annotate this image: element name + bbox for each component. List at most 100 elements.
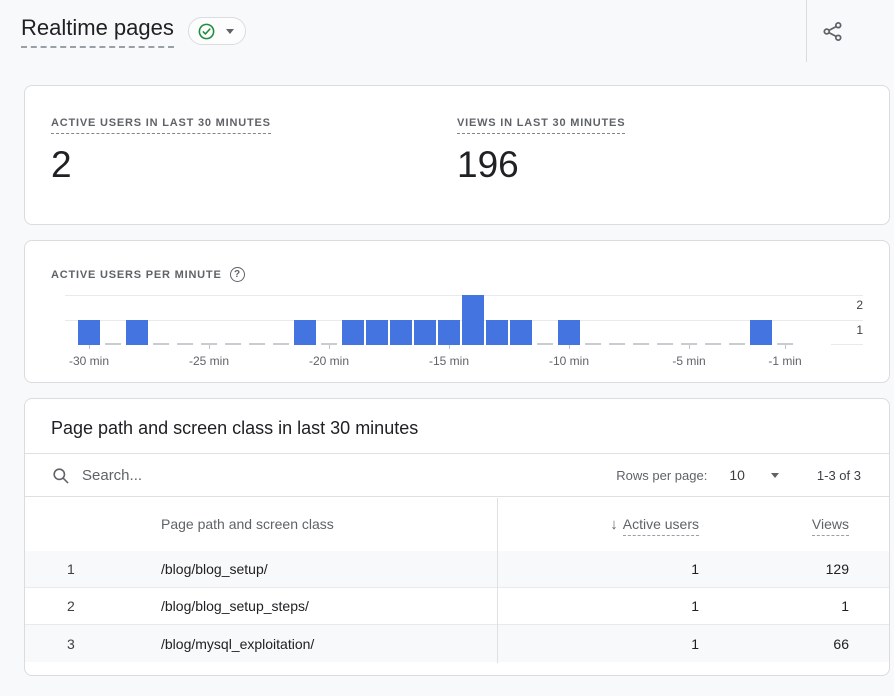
page-title: Realtime pages [21,15,174,48]
help-icon[interactable]: ? [229,267,245,282]
metric-views: VIEWS IN LAST 30 MINUTES 196 [457,113,863,224]
baseline-dash [321,343,337,345]
search-icon[interactable] [51,466,70,485]
active-users-bar-chart: -30 min -25 min -20 min -15 min -10 min -5 mi… [65,295,863,373]
page-header: Realtime pages [0,0,894,62]
chevron-down-icon [770,472,779,478]
table-title: Page path and screen class in last 30 mi… [51,418,419,438]
y-axis-gridline [831,295,863,296]
chart-bar[interactable] [558,320,580,345]
baseline-dash [609,343,625,345]
baseline-dash [153,343,169,345]
table-row: 3/blog/mysql_exploitation/1 66 [25,625,889,662]
chart-bar[interactable] [750,320,772,345]
table-pagination-controls: Rows per page: 10 1-3 of 3 [616,467,861,483]
metric-value-active-users: 2 [51,144,72,185]
chart-bar[interactable] [438,320,460,345]
check-circle-icon [197,22,216,41]
x-axis-label: -5 min [672,354,706,368]
column-header-active-users[interactable]: ↓ Active users [497,515,713,536]
data-freshness-pill[interactable] [187,17,246,45]
table-row: 1/blog/blog_setup/1 129 [25,551,889,588]
x-axis-tick [785,345,786,349]
share-icon [821,20,844,43]
metric-label-views: VIEWS IN LAST 30 MINUTES [457,117,626,134]
baseline-dash [249,343,265,345]
row-index: 2 [67,598,75,614]
chart-bar[interactable] [486,320,508,345]
x-axis-label: -1 min [768,354,802,368]
x-axis-tick [89,345,90,349]
baseline-dash [777,343,793,345]
column-header-page-path: Page path and screen class [161,516,334,532]
x-axis-tick [329,345,330,349]
x-axis-tick [449,345,450,349]
table-column-divider [497,498,498,663]
chart-bar[interactable] [510,320,532,345]
chart-plot [65,295,831,345]
chevron-down-icon [225,28,234,34]
views-cell: 66 [833,635,849,652]
baseline-dash [681,343,697,345]
baseline-dash [657,343,673,345]
chart-title: ACTIVE USERS PER MINUTE [51,268,222,281]
chart-bar[interactable] [390,320,412,345]
search-input[interactable] [82,466,617,484]
x-axis-label: -10 min [548,354,590,368]
summary-metrics-card: ACTIVE USERS IN LAST 30 MINUTES 2 VIEWS … [24,85,890,225]
x-axis-label: -25 min [188,354,230,368]
views-cell: 129 [825,561,849,577]
page-path-cell: /blog/blog_setup/ [161,561,268,577]
pagination-range: 1-3 of 3 [816,467,861,483]
header-divider [806,0,807,62]
metric-label-active-users: ACTIVE USERS IN LAST 30 MINUTES [51,117,271,134]
chart-header: ACTIVE USERS PER MINUTE ? [51,267,863,282]
y-axis-label: 2 [856,298,863,312]
page-path-cell: /blog/blog_setup_steps/ [161,598,309,614]
row-index: 3 [67,635,75,652]
chart-bar[interactable] [342,320,364,345]
table-row: 2/blog/blog_setup_steps/1 1 [25,588,889,625]
y-axis-gridline [831,320,863,321]
metric-active-users: ACTIVE USERS IN LAST 30 MINUTES 2 [51,113,457,224]
baseline-dash [201,343,217,345]
table-body: 1/blog/blog_setup/1 129 2/blog/blog_setup_… [25,551,889,662]
y-axis-label: 1 [856,323,863,337]
active-users-per-minute-card: ACTIVE USERS PER MINUTE ? -30 min -25 min… [24,240,890,383]
baseline-dash [177,343,193,345]
table-header-row: Page path and screen class ↓ Active users… [25,497,889,551]
x-axis-label: -30 min [68,354,110,368]
table-toolbar: Rows per page: 10 1-3 of 3 [25,453,889,497]
rows-per-page-value: 10 [729,467,745,483]
x-axis-label: -15 min [428,354,470,368]
x-axis-tick [689,345,690,349]
chart-bar[interactable] [78,320,100,345]
row-index: 1 [67,561,75,577]
baseline-dash [225,343,241,345]
sort-descending-icon: ↓ [610,515,618,533]
column-header-views[interactable]: Views [713,516,891,536]
x-axis-label: -20 min [308,354,350,368]
baseline-dash [729,343,745,345]
rows-per-page-select[interactable]: 10 [707,467,779,483]
baseline-dash [633,343,649,345]
x-axis-tick [569,345,570,349]
chart-bar[interactable] [126,320,148,345]
metric-value-views: 196 [457,144,519,185]
views-cell: 1 [841,598,849,614]
share-button[interactable] [817,16,847,46]
active-users-cell: 1 [691,635,699,652]
page-path-cell: /blog/mysql_exploitation/ [161,635,315,652]
baseline-dash [537,343,553,345]
rows-per-page-label: Rows per page: [616,467,708,483]
baseline-dash [705,343,721,345]
active-users-cell: 1 [691,561,699,577]
baseline-dash [273,343,289,345]
chart-bar[interactable] [294,320,316,345]
chart-bar[interactable] [462,295,484,345]
active-users-cell: 1 [691,598,699,614]
y-axis-gridline [831,344,863,345]
chart-bar[interactable] [366,320,388,345]
chart-bar[interactable] [414,320,436,345]
